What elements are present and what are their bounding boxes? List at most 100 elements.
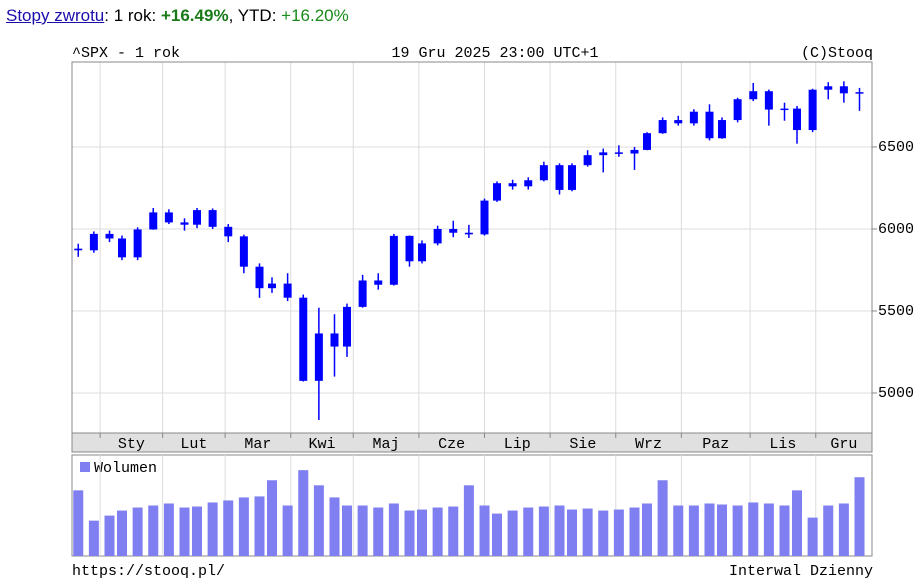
x-tick-label: Cze: [438, 436, 465, 453]
volume-bar: [254, 496, 265, 556]
volume-bar: [207, 502, 218, 556]
candle-body: [193, 210, 201, 225]
candle-body: [718, 120, 726, 139]
volume-bar: [463, 485, 474, 556]
candle-body: [793, 108, 801, 131]
candle-body: [149, 212, 158, 230]
candle-body: [630, 149, 639, 154]
candle-body: [343, 306, 351, 347]
volume-bar: [223, 500, 234, 556]
candle-body: [180, 222, 189, 225]
candle-body: [643, 133, 651, 150]
volume-bar: [598, 510, 609, 556]
volume-bar: [417, 509, 427, 556]
volume-bar: [479, 505, 490, 556]
volume-bar: [779, 505, 790, 556]
candle-body: [855, 92, 864, 94]
volume-bar: [298, 470, 309, 556]
candle-body: [614, 152, 623, 154]
candle-body: [583, 155, 592, 166]
candle-body: [374, 280, 383, 285]
y-tick-label: 5000: [878, 385, 914, 402]
volume-bar: [673, 505, 684, 556]
candle-body: [555, 165, 564, 190]
volume-legend-swatch: [80, 462, 90, 472]
candle-body: [224, 226, 233, 237]
candle-body: [118, 238, 126, 258]
volume-bar: [763, 503, 774, 556]
period-label: : 1 rok:: [104, 6, 157, 25]
chart-subtitle: 19 Gru 2025 23:00 UTC+1: [391, 45, 598, 62]
candle-body: [358, 280, 367, 307]
candle-body: [658, 120, 667, 134]
volume-bar: [507, 510, 518, 556]
candle-body: [74, 248, 83, 251]
interval: Interwal Dzienny: [729, 563, 873, 580]
volume-bar: [313, 485, 324, 556]
volume-bar: [163, 503, 174, 556]
volume-bar: [432, 507, 443, 556]
candle-body: [824, 86, 833, 90]
volume-bar: [823, 505, 834, 556]
candle-body: [314, 333, 323, 381]
candle-body: [89, 233, 98, 251]
y-tick-label: 5500: [878, 303, 914, 320]
chart-title: ^SPX - 1 rok: [72, 45, 180, 62]
volume-bar: [404, 510, 415, 556]
volume-bar: [448, 506, 459, 556]
volume-bar: [717, 504, 727, 556]
ytd-label: , YTD:: [228, 6, 277, 25]
candle-body: [508, 183, 517, 187]
volume-bar: [629, 507, 640, 556]
candle-body: [255, 266, 264, 289]
volume-bar: [567, 509, 577, 556]
candle-body: [105, 233, 114, 239]
volume-bar: [329, 497, 340, 556]
returns-header: Stopy zwrotu: 1 rok: +16.49%, YTD: +16.2…: [6, 6, 349, 26]
candle-body: [283, 283, 292, 298]
volume-bar: [73, 490, 84, 556]
candle-body: [133, 229, 142, 258]
x-tick-label: Gru: [830, 436, 857, 453]
y-tick-label: 6000: [878, 221, 914, 238]
ytd-return: +16.20%: [281, 6, 349, 25]
volume-bar: [523, 507, 534, 556]
candle-body: [480, 200, 489, 235]
url: https://stooq.pl/: [72, 563, 225, 580]
volume-bar: [642, 503, 652, 556]
candle-body: [839, 86, 848, 94]
candle-body: [539, 165, 548, 181]
candle-body: [524, 180, 533, 187]
candle-body: [164, 212, 173, 223]
price-frame: [71, 61, 873, 434]
volume-bar: [613, 509, 624, 556]
candle-body: [705, 111, 714, 139]
x-tick-label: Paz: [702, 436, 729, 453]
candle-body: [330, 333, 339, 347]
volume-bar: [838, 503, 849, 556]
volume-bar: [388, 503, 399, 556]
candle-body: [418, 243, 426, 262]
returns-link[interactable]: Stopy zwrotu: [6, 6, 105, 25]
volume-bar: [657, 480, 668, 556]
candle-body: [389, 235, 398, 285]
candle-body: [764, 91, 773, 110]
candle-body: [268, 283, 276, 289]
candle-body: [568, 165, 576, 190]
candle-body: [808, 89, 817, 131]
candle-body: [433, 228, 442, 244]
volume-bar: [238, 497, 249, 556]
y-tick-label: 6500: [878, 139, 914, 156]
volume-bar: [732, 505, 743, 556]
volume-bar: [88, 520, 99, 556]
volume-bar: [282, 505, 293, 556]
x-tick-label: Sty: [118, 436, 145, 453]
volume-bar: [148, 505, 159, 556]
volume-bar: [554, 505, 565, 556]
candle-body: [239, 236, 248, 267]
period-return: +16.49%: [160, 6, 229, 25]
volume-bar: [807, 517, 818, 556]
volume-bar: [179, 507, 190, 556]
